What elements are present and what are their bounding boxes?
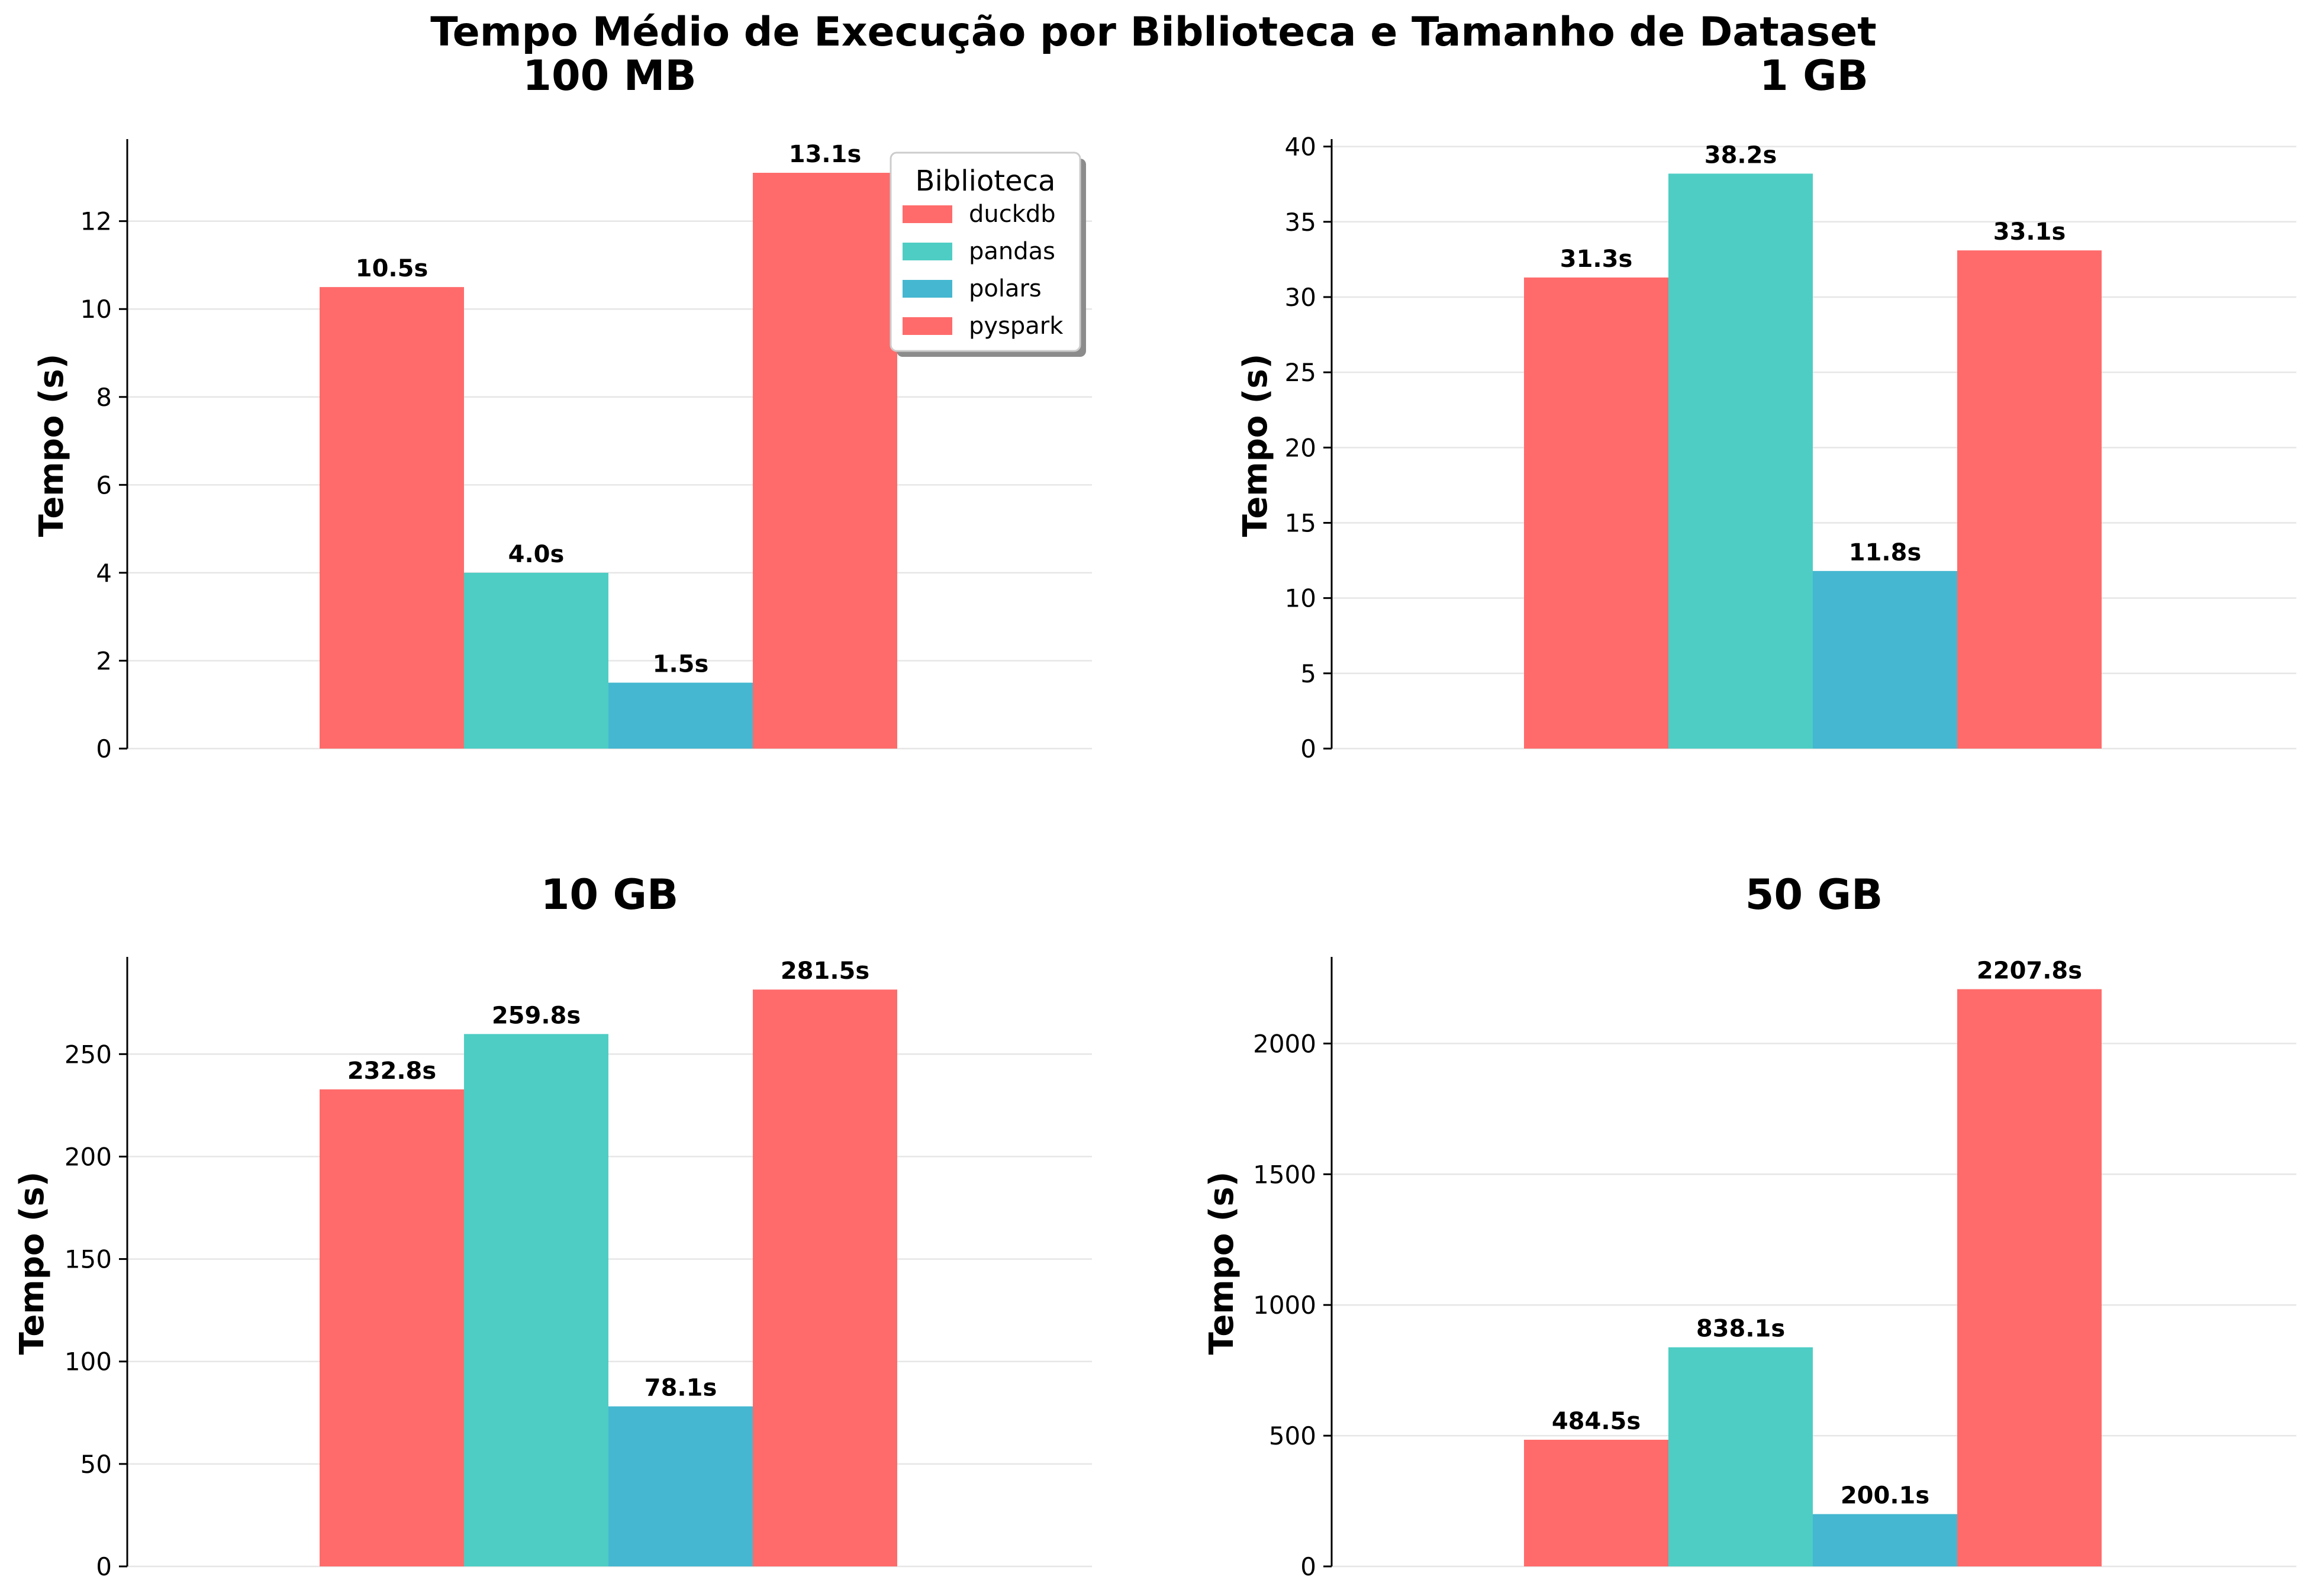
legend-label-duckdb: duckdb bbox=[969, 201, 1056, 228]
y-tick-label: 0 bbox=[1300, 1552, 1316, 1581]
y-tick-label: 25 bbox=[1285, 358, 1316, 387]
panel-title: 50 GB bbox=[1745, 870, 1883, 919]
y-tick-label: 500 bbox=[1269, 1421, 1316, 1450]
legend-swatch-pandas bbox=[903, 243, 952, 260]
bar-duckdb bbox=[320, 287, 464, 749]
y-tick-label: 0 bbox=[96, 1552, 112, 1581]
y-axis-label: Tempo (s) bbox=[1236, 354, 1275, 537]
y-tick-label: 0 bbox=[96, 734, 112, 763]
legend-swatch-polars bbox=[903, 280, 952, 298]
y-tick-label: 10 bbox=[80, 295, 112, 324]
bar-value-label: 4.0s bbox=[508, 541, 565, 568]
bar-value-label: 484.5s bbox=[1552, 1408, 1641, 1435]
y-tick-label: 6 bbox=[96, 470, 112, 499]
y-tick-label: 2 bbox=[96, 646, 112, 675]
bar-pandas bbox=[464, 1034, 608, 1566]
bar-value-label: 31.3s bbox=[1560, 246, 1633, 273]
y-tick-label: 12 bbox=[80, 207, 112, 236]
bar-polars bbox=[608, 1406, 753, 1566]
bar-polars bbox=[608, 682, 753, 749]
bar-pyspark bbox=[1957, 250, 2102, 749]
bar-value-label: 78.1s bbox=[645, 1375, 717, 1402]
legend: Biblioteca duckdb pandas polars pyspark bbox=[890, 151, 1086, 357]
bar-value-label: 232.8s bbox=[347, 1057, 436, 1085]
bar-pandas bbox=[1668, 1347, 1813, 1566]
y-tick-label: 4 bbox=[96, 559, 112, 588]
bar-value-label: 13.1s bbox=[789, 141, 862, 168]
bar-duckdb bbox=[320, 1089, 464, 1566]
legend-label-pyspark: pyspark bbox=[969, 312, 1064, 340]
bar-value-label: 10.5s bbox=[356, 255, 428, 282]
y-tick-label: 40 bbox=[1285, 133, 1316, 162]
bar-value-label: 38.2s bbox=[1705, 141, 1777, 169]
bar-duckdb bbox=[1524, 277, 1668, 749]
bar-pandas bbox=[1668, 173, 1813, 749]
bar-value-label: 11.8s bbox=[1849, 539, 1922, 566]
bar-pyspark bbox=[753, 172, 897, 749]
chart-panel-2: 0 5 10 15 20 25 30 35 40 31.3s 38.2s 11.8s 33.1s 1 GB… bbox=[1236, 51, 2296, 763]
panel-title: 1 GB bbox=[1760, 51, 1868, 100]
legend-label-polars: polars bbox=[969, 275, 1042, 302]
y-tick-label: 100 bbox=[65, 1347, 112, 1376]
bar-duckdb bbox=[1524, 1439, 1668, 1566]
legend-label-pandas: pandas bbox=[969, 238, 1055, 265]
legend-box bbox=[890, 151, 1081, 352]
legend-swatch-pyspark bbox=[903, 317, 952, 335]
chart-panel-4: 0 500 1000 1500 2000 484.5s 838.1s 200.1s 2207.8… bbox=[1203, 870, 2296, 1581]
y-axis-label: Tempo (s) bbox=[33, 354, 71, 537]
y-tick-label: 0 bbox=[1300, 734, 1316, 763]
y-tick-label: 50 bbox=[80, 1450, 112, 1479]
bar-value-label: 33.1s bbox=[1993, 218, 2066, 246]
y-tick-label: 35 bbox=[1285, 208, 1316, 237]
bar-polars bbox=[1813, 570, 1957, 749]
y-tick-label: 10 bbox=[1285, 584, 1316, 613]
bar-pyspark bbox=[1957, 989, 2102, 1566]
y-tick-label: 1000 bbox=[1253, 1291, 1316, 1320]
y-axis-label: Tempo (s) bbox=[1203, 1172, 1241, 1355]
y-tick-label: 20 bbox=[1285, 433, 1316, 462]
y-tick-label: 150 bbox=[65, 1245, 112, 1274]
bar-value-label: 200.1s bbox=[1841, 1482, 1929, 1510]
y-tick-label: 15 bbox=[1285, 508, 1316, 537]
y-tick-label: 200 bbox=[65, 1142, 112, 1171]
panel-title: 100 MB bbox=[523, 51, 697, 100]
bar-pyspark bbox=[753, 989, 897, 1566]
bar-value-label: 281.5s bbox=[781, 957, 869, 985]
figure-title: Tempo Médio de Execução por Biblioteca e… bbox=[430, 9, 1877, 56]
y-tick-label: 2000 bbox=[1253, 1029, 1316, 1058]
bar-value-label: 1.5s bbox=[653, 651, 709, 678]
y-tick-label: 1500 bbox=[1253, 1160, 1316, 1189]
y-tick-label: 250 bbox=[65, 1040, 112, 1069]
panel-title: 10 GB bbox=[541, 870, 679, 919]
legend-swatch-duckdb bbox=[903, 205, 952, 223]
chart-panel-3: 0 50 100 150 200 250 232.8s 259.8s 78.1s 281.5s 10… bbox=[13, 870, 1092, 1581]
bar-polars bbox=[1813, 1514, 1957, 1566]
y-axis-label: Tempo (s) bbox=[13, 1172, 51, 1355]
bar-value-label: 2207.8s bbox=[1977, 957, 2082, 985]
chart-panel-1: 0 2 4 6 8 10 12 10.5s 4.0s 1.5s 13.1s 100 MB Tempo (… bbox=[33, 51, 1092, 763]
bar-value-label: 259.8s bbox=[492, 1002, 581, 1029]
y-tick-label: 8 bbox=[96, 383, 112, 412]
bar-value-label: 838.1s bbox=[1696, 1316, 1785, 1343]
bar-pandas bbox=[464, 572, 608, 749]
legend-title: Biblioteca bbox=[916, 165, 1056, 198]
y-tick-label: 5 bbox=[1300, 659, 1316, 688]
y-tick-label: 30 bbox=[1285, 283, 1316, 312]
